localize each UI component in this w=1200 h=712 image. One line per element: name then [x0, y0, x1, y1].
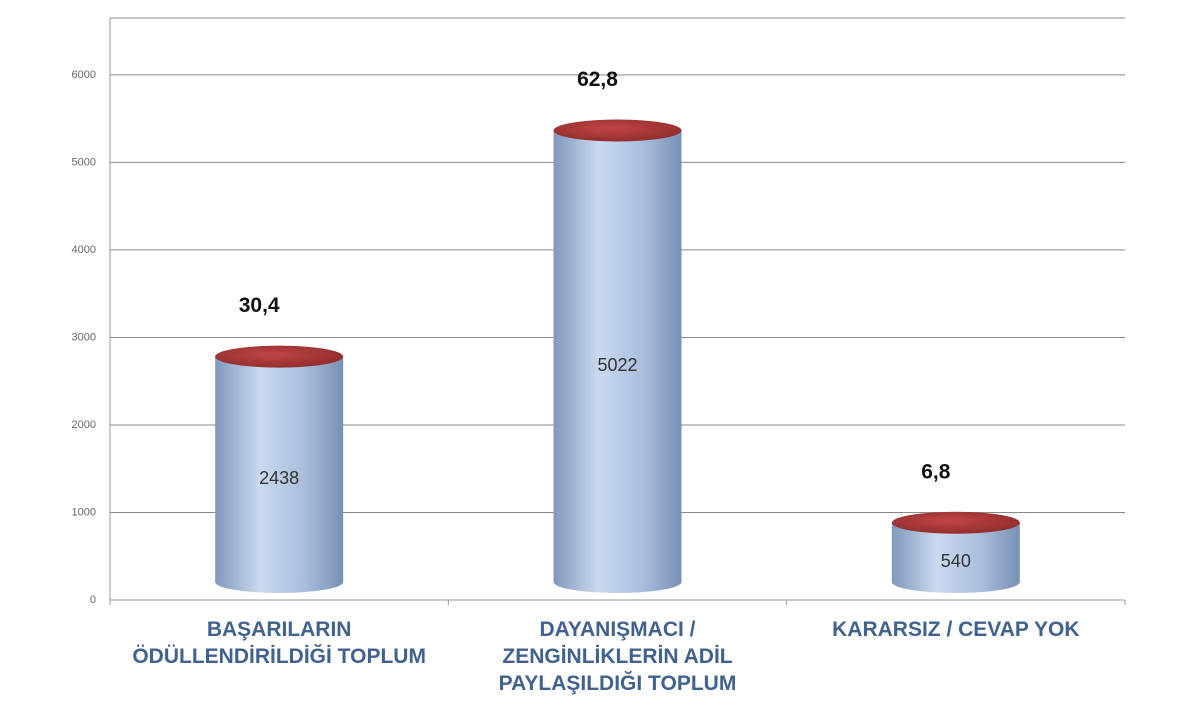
bar-base: [553, 571, 682, 593]
y-tick-label: 5000: [72, 156, 96, 168]
y-tick-label: 1000: [72, 506, 96, 518]
bar: [215, 356, 344, 582]
bar-base: [891, 571, 1020, 593]
y-tick-label: 0: [90, 594, 96, 606]
bar-top: [215, 345, 344, 368]
y-tick-label: 4000: [72, 244, 96, 256]
value-label: 540: [941, 551, 971, 571]
bar: [553, 130, 682, 583]
y-tick-label: 2000: [72, 419, 96, 431]
y-tick-label: 6000: [72, 69, 96, 81]
share-label: 30,4: [239, 294, 280, 317]
value-label: 2438: [259, 468, 299, 488]
bar-top: [553, 119, 682, 142]
y-tick-label: 3000: [72, 331, 96, 343]
x-tick-label: DAYANIŞMACI / ZENGİNLİKLERİN ADİL PAYLAŞ…: [498, 618, 737, 695]
share-label: 6,8: [921, 460, 951, 483]
x-tick-label: BAŞARILARIN ÖDÜLLENDİRİLDİĞİ TOPLUM: [132, 618, 426, 668]
value-label: 5022: [597, 355, 637, 375]
bar-top: [891, 511, 1020, 534]
x-tick-label: KARARSIZ / CEVAP YOK: [832, 618, 1080, 641]
share-label: 62,8: [577, 68, 618, 91]
bar-base: [215, 571, 344, 593]
